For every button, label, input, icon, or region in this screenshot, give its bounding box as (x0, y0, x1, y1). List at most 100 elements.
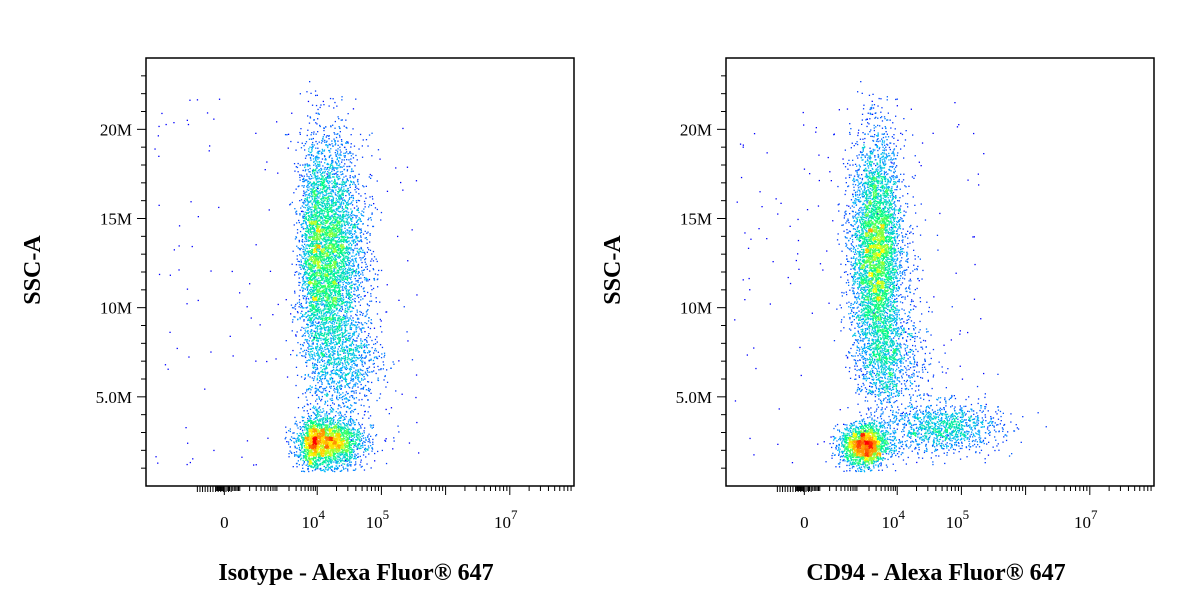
event-dot (305, 327, 307, 329)
event-dot (366, 265, 368, 268)
event-dot (318, 161, 320, 163)
event-dot (338, 239, 340, 241)
event-dot (330, 346, 332, 348)
event-dot (315, 327, 317, 329)
event-dot (303, 255, 306, 257)
event-dot (342, 214, 344, 216)
event-dot (307, 273, 309, 275)
event-dot (333, 295, 335, 297)
event-dot (352, 157, 355, 159)
event-dot (345, 285, 347, 287)
event-dot (303, 307, 305, 309)
event-dot (304, 201, 307, 203)
event-dot (321, 315, 324, 317)
event-dot (293, 224, 295, 226)
event-dot (360, 235, 362, 237)
event-dot (318, 334, 320, 336)
event-dot (315, 400, 317, 402)
event-dot (325, 294, 327, 296)
event-dot (357, 181, 359, 183)
event-dot (355, 253, 358, 255)
event-dot (316, 224, 319, 227)
event-dot (311, 154, 313, 157)
event-dot (345, 301, 347, 303)
event-dot (326, 181, 329, 183)
event-dot (376, 260, 378, 263)
event-dot (326, 317, 329, 319)
event-dot (351, 248, 353, 251)
event-dot (332, 161, 334, 163)
event-dot (296, 258, 298, 260)
event-dot (315, 253, 317, 256)
event-dot (306, 260, 308, 262)
event-dot (320, 228, 323, 230)
event-dot (334, 372, 336, 374)
event-dot (319, 212, 321, 214)
event-dot (316, 299, 318, 302)
event-dot (379, 301, 381, 303)
event-dot (341, 233, 343, 235)
event-dot (352, 268, 354, 270)
event-dot (321, 206, 323, 208)
event-dot (357, 279, 359, 282)
event-dot (308, 335, 310, 338)
event-dot (310, 228, 312, 230)
event-dot (361, 327, 363, 329)
event-dot (337, 352, 339, 354)
event-dot (350, 247, 352, 249)
event-dot (293, 192, 295, 194)
event-dot (355, 217, 357, 219)
event-dot (311, 256, 313, 258)
event-dot (323, 149, 326, 151)
event-dot (319, 216, 321, 219)
event-dot (358, 240, 360, 243)
event-dot (339, 295, 341, 297)
event-dot (310, 311, 312, 313)
event-dot (315, 247, 317, 249)
event-dot (316, 255, 318, 258)
event-dot (319, 356, 321, 358)
event-dot (309, 351, 311, 353)
event-dot (331, 296, 333, 298)
event-dot (324, 158, 327, 160)
event-dot (341, 307, 343, 309)
event-dot (336, 150, 339, 152)
event-dot (332, 176, 334, 178)
event-dot (360, 330, 362, 332)
event-dot (338, 264, 340, 267)
event-dot (304, 198, 306, 200)
event-dot (316, 161, 318, 163)
event-dot (364, 279, 366, 281)
event-dot (317, 193, 319, 195)
event-dot (339, 222, 341, 224)
event-dot (318, 203, 320, 206)
event-dot (297, 171, 299, 173)
event-dot (310, 244, 312, 246)
event-dot (348, 193, 350, 195)
event-dot (322, 294, 325, 296)
event-dot (338, 245, 340, 247)
event-dot (301, 240, 303, 242)
event-dot (330, 221, 332, 223)
event-dot (370, 177, 372, 179)
event-dot (345, 148, 347, 151)
event-dot (306, 365, 308, 367)
event-dot (310, 254, 313, 256)
event-dot (329, 316, 331, 318)
event-dot (350, 265, 352, 267)
event-dot (305, 276, 307, 278)
event-dot (373, 256, 376, 258)
event-dot (336, 168, 338, 170)
event-dot (299, 93, 301, 95)
event-dot (355, 283, 357, 285)
event-dot (336, 182, 338, 184)
event-dot (339, 199, 341, 201)
event-dot (354, 284, 356, 286)
event-dot (373, 370, 375, 372)
event-dot (336, 251, 338, 253)
event-dot (294, 305, 296, 307)
event-dot (299, 318, 301, 320)
event-dot (357, 286, 359, 289)
event-dot (324, 303, 326, 306)
event-dot (336, 322, 338, 324)
